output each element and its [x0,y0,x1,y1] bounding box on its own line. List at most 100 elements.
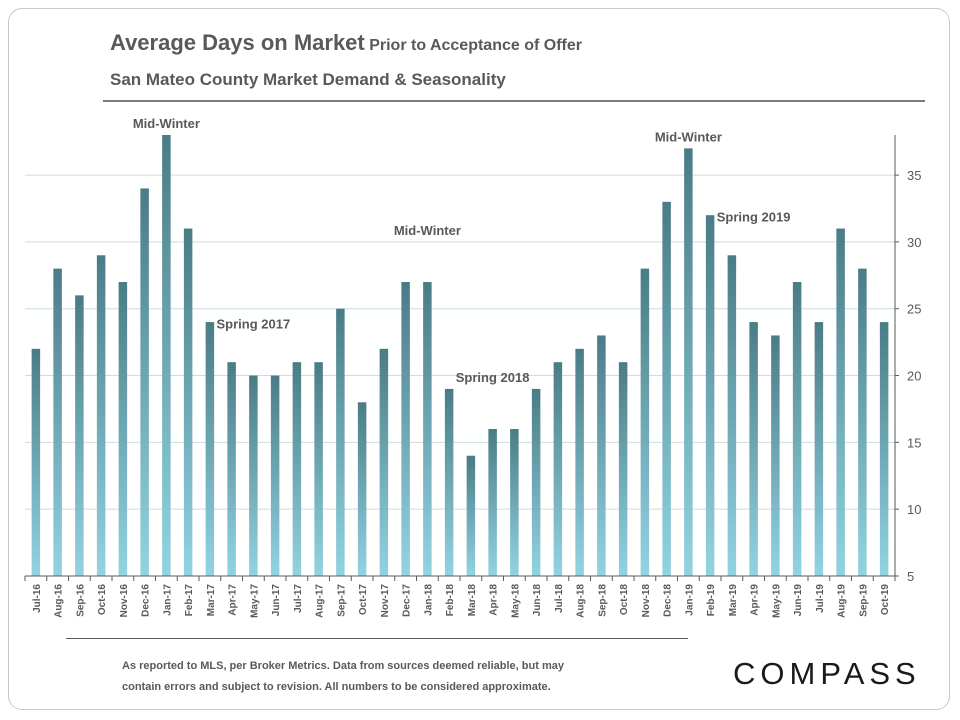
y-tick-label: 25 [907,302,921,317]
x-tick-label: Apr-19 [750,584,761,616]
x-tick-label: Jul-16 [32,584,43,613]
bar-Feb-17 [183,228,193,576]
bar-Sep-18 [597,335,606,576]
bar-Apr-17 [227,362,236,576]
x-tick-label: Jan-17 [162,584,173,616]
x-tick-label: Feb-17 [184,584,195,617]
bar-Nov-16 [118,282,128,576]
x-tick-label: Sep-17 [336,584,347,617]
compass-logo: COMPASS [733,656,921,691]
bar-Jun-18 [531,388,541,576]
x-tick-label: Mar-17 [206,584,217,617]
chart-subtitle: San Mateo County Market Demand & Seasona… [110,70,506,89]
y-tick-label: 35 [907,168,921,183]
y-tick-label: 30 [907,235,921,250]
x-tick-label: Dec-17 [402,584,413,617]
bar-Oct-19 [879,322,889,576]
y-tick-label: 5 [907,569,914,584]
annotation-label: Mid-Winter [133,116,200,131]
bar-Feb-19 [705,215,715,576]
bar-Dec-17 [401,282,410,576]
bar-Mar-17 [205,322,215,576]
x-tick-label: Jan-18 [423,584,434,616]
x-tick-label: Feb-19 [706,584,717,617]
bar-Aug-16 [53,268,62,576]
x-tick-label: Jul-19 [815,584,826,613]
bar-Apr-18 [488,429,497,576]
x-tick-label: Nov-18 [641,584,652,618]
x-tick-label: Sep-18 [597,584,608,617]
annotation-label: Spring 2017 [217,316,291,331]
x-tick-label: Jul-18 [554,584,565,613]
bar-Apr-19 [749,322,758,576]
x-tick-label: May-18 [510,584,521,618]
annotation-label: Mid-Winter [394,223,461,238]
x-tick-label: Jun-18 [532,584,543,617]
footnote-line-2: contain errors and subject to revision. … [122,681,551,693]
x-tick-label: Apr-17 [228,584,239,616]
x-tick-label: Aug-17 [315,584,326,618]
x-tick-label: Apr-18 [489,584,500,616]
bar-Sep-19 [858,268,867,576]
x-tick-label: Feb-18 [445,584,456,617]
bar-Jan-17 [162,135,171,576]
bar-Jul-18 [553,362,563,576]
bar-Sep-17 [336,308,345,576]
bar-Dec-16 [140,188,149,577]
x-tick-label: Aug-19 [837,584,848,618]
bar-Nov-17 [379,348,389,576]
bar-Jul-19 [814,322,824,576]
x-tick-label: Mar-18 [467,584,478,617]
x-tick-label: Aug-16 [54,584,65,618]
x-tick-label: Oct-19 [880,584,891,616]
footnote: As reported to MLS, per Broker Metrics. … [122,656,642,698]
x-tick-label: Oct-17 [358,584,369,616]
y-tick-labels: 5 10 15 20 25 30 35 [907,168,921,584]
bar-Jul-16 [31,348,41,576]
y-tick-label: 10 [907,502,921,517]
x-tick-label: May-19 [771,584,782,618]
x-tick-label: Dec-18 [663,584,674,617]
bar-Oct-18 [618,362,628,576]
bar-Oct-17 [357,402,367,576]
x-tick-label: Mar-19 [728,584,739,617]
bar-Jan-19 [684,148,693,576]
x-tick-label: Sep-19 [858,584,869,617]
bar-Jun-17 [270,375,280,576]
bar-May-17 [249,375,258,576]
footnote-line-1: As reported to MLS, per Broker Metrics. … [122,660,564,672]
x-tick-label: Jan-19 [684,584,695,616]
chart-title-sub: Prior to Acceptance of Offer [369,37,582,54]
bar-Aug-18 [575,348,584,576]
title-divider [103,100,925,102]
y-tick-label: 20 [907,369,921,384]
x-tick-label: Aug-18 [576,584,587,618]
chart-title: Average Days on Market Prior to Acceptan… [110,30,582,56]
bar-Feb-18 [444,388,454,576]
bar-Aug-17 [314,362,323,576]
bar-Mar-18 [466,455,476,576]
bar-Jul-17 [292,362,302,576]
bar-Oct-16 [96,255,106,577]
x-tick-label: Jul-17 [293,584,304,613]
x-tick-label: Oct-18 [619,584,630,616]
annotation-label: Spring 2019 [717,210,791,225]
x-tick-label: Nov-16 [119,584,130,618]
footnote-divider [66,638,688,639]
x-tick-label: Jun-19 [793,584,804,617]
annotation-label: Spring 2018 [456,370,530,385]
x-tick-label: Jun-17 [271,584,282,617]
bar-Nov-18 [640,268,650,576]
annotation-label: Mid-Winter [655,129,722,144]
x-tick-label: Nov-17 [380,584,391,618]
bar-Jun-19 [792,282,802,576]
y-tick-label: 15 [907,435,921,450]
axes [24,135,899,581]
bars [31,135,889,577]
x-tick-label: May-17 [249,584,260,618]
annotations: Mid-Winter Spring 2017 Mid-Winter Spring 20… [133,116,791,385]
bar-May-18 [510,429,519,576]
bar-Mar-19 [727,255,737,577]
bar-Dec-18 [662,201,671,576]
